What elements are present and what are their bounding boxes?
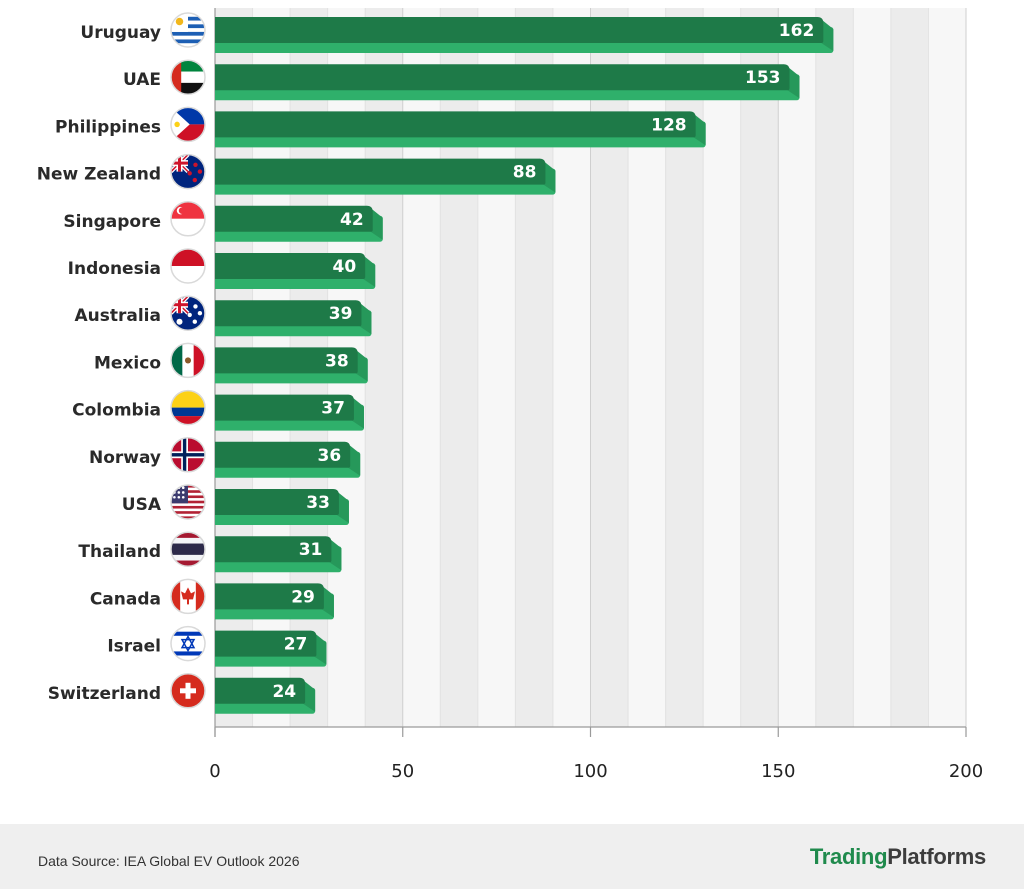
x-tick-label: 0 (209, 761, 220, 782)
bar-value-label: 162 (779, 21, 815, 41)
category-label: Mexico (94, 353, 161, 373)
bar (215, 630, 317, 657)
bar (215, 677, 306, 704)
philippines-flag-icon (170, 106, 206, 143)
bar-value-label: 33 (306, 493, 330, 513)
bar-value-label: 88 (513, 163, 537, 183)
category-label: Israel (107, 637, 161, 657)
brand-logo-part2: Platforms (887, 844, 986, 869)
bar (215, 347, 358, 374)
bar (215, 253, 366, 279)
x-tick-label: 50 (391, 761, 414, 782)
bar (215, 111, 696, 138)
bar-value-label: 29 (291, 587, 315, 607)
mexico-flag-icon (170, 342, 206, 379)
bar-value-label: 128 (651, 115, 687, 135)
thailand-flag-icon (170, 531, 206, 567)
x-tick-label: 150 (761, 761, 795, 782)
bar-value-label: 37 (321, 399, 345, 419)
bar (215, 205, 373, 232)
bar (215, 300, 362, 327)
data-source-text: Data Source: IEA Global EV Outlook 2026 (38, 853, 300, 869)
bar-value-label: 27 (284, 635, 308, 655)
switzerland-flag-icon (170, 673, 206, 709)
australia-flag-icon (170, 295, 206, 331)
bar-value-label: 38 (325, 351, 349, 371)
category-label: Colombia (72, 401, 161, 421)
x-tick-label: 100 (573, 761, 607, 782)
bar (215, 489, 339, 515)
colombia-flag-icon (170, 389, 206, 426)
indonesia-flag-icon (170, 248, 206, 284)
bar (215, 158, 546, 185)
bar-value-label: 40 (333, 257, 357, 277)
category-label: Switzerland (48, 684, 161, 704)
category-label: Norway (89, 448, 161, 468)
category-label: Philippines (55, 117, 161, 137)
x-tick-label: 200 (949, 761, 983, 782)
new-zealand-flag-icon (170, 153, 206, 190)
bar (215, 536, 332, 563)
brand-logo-part1: Trading (809, 844, 888, 869)
plot-band (740, 8, 779, 727)
israel-flag-icon (170, 625, 206, 662)
bar (215, 17, 824, 43)
bar (215, 394, 354, 421)
plot-band (778, 8, 816, 727)
uruguay-flag-icon (170, 12, 206, 48)
category-label: Canada (90, 589, 161, 609)
category-label: Indonesia (68, 259, 161, 279)
brand-logo: TradingPlatforms (810, 844, 986, 870)
category-label: Singapore (63, 212, 161, 232)
norway-flag-icon (170, 437, 206, 473)
bar-value-label: 24 (272, 682, 296, 702)
singapore-flag-icon (170, 201, 206, 237)
plot-band (890, 8, 929, 727)
bar (215, 441, 351, 468)
category-label: Uruguay (80, 23, 161, 43)
plot-band (703, 8, 741, 727)
canada-flag-icon (170, 578, 206, 615)
category-label: New Zealand (37, 165, 161, 185)
bar-chart: 0 50 100 150 200 162 Uruguay 153 UAE 128 Philippin… (37, 8, 983, 782)
bar-value-label: 42 (340, 210, 364, 230)
category-label: Australia (75, 306, 162, 326)
footer: Data Source: IEA Global EV Outlook 2026 … (0, 824, 1024, 889)
plot-band (815, 8, 854, 727)
bar-value-label: 36 (318, 446, 342, 466)
bar (215, 583, 324, 610)
bar-value-label: 31 (299, 540, 323, 560)
plot-band (853, 8, 891, 727)
plot-band (928, 8, 966, 727)
uae-flag-icon (170, 59, 206, 95)
bar-value-label: 39 (329, 304, 353, 324)
category-label: UAE (123, 70, 161, 90)
bar (215, 64, 790, 91)
category-label: USA (122, 495, 162, 515)
bar-value-label: 153 (745, 68, 781, 88)
usa-flag-icon (170, 484, 206, 520)
category-label: Thailand (78, 542, 161, 562)
